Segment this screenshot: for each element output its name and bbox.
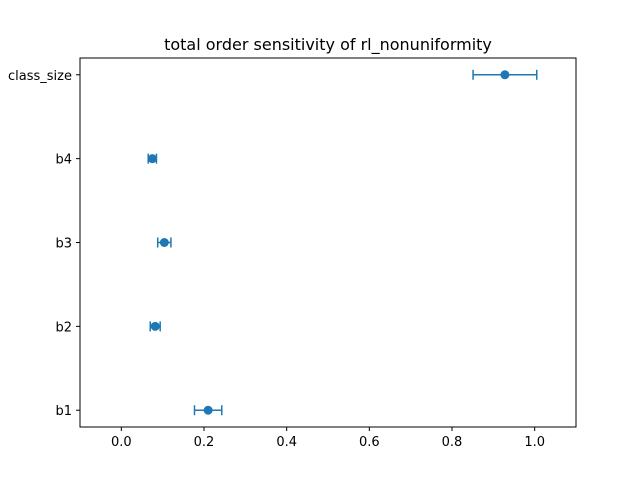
y-tick-label: b2 bbox=[55, 320, 72, 335]
data-point bbox=[159, 238, 169, 247]
x-tick-label: 0.0 bbox=[111, 435, 132, 450]
x-tick-label: 0.8 bbox=[442, 435, 463, 450]
chart-title: total order sensitivity of rl_nonuniform… bbox=[164, 35, 492, 55]
data-point bbox=[147, 154, 157, 164]
x-tick-label: 0.4 bbox=[276, 435, 297, 450]
y-tick-label: b1 bbox=[55, 404, 72, 419]
y-tick-label: b4 bbox=[55, 153, 72, 168]
axes-frame bbox=[79, 57, 577, 428]
x-tick-label: 0.2 bbox=[194, 435, 215, 450]
data-point bbox=[203, 405, 213, 415]
y-tick-label: b3 bbox=[55, 237, 72, 252]
data-point bbox=[500, 70, 510, 80]
x-tick-label: 0.6 bbox=[359, 435, 380, 450]
y-tick-label: class_size bbox=[8, 69, 72, 84]
data-point bbox=[150, 321, 160, 331]
plot-area: 0.0 0.2 0.4 0.6 0.8 1.0 b1 b2 b3 b4 class_size bbox=[8, 69, 545, 450]
x-tick-label: 1.0 bbox=[524, 435, 545, 450]
